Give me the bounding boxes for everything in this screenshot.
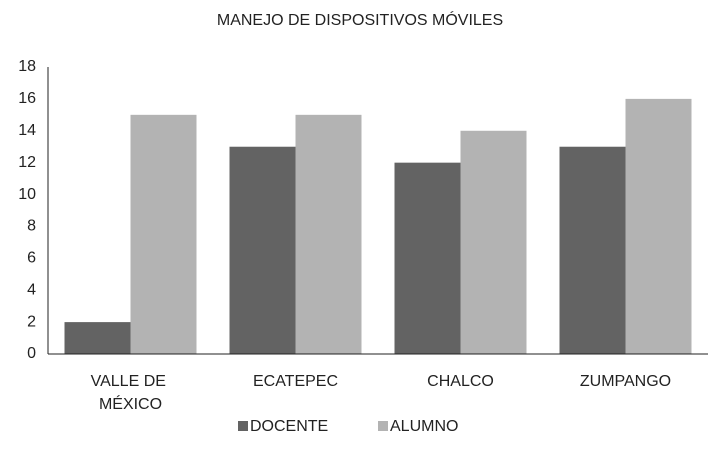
x-tick-label: ECATEPEC <box>253 373 338 390</box>
legend-swatch <box>238 421 248 431</box>
y-tick-label: 8 <box>27 218 36 235</box>
bar <box>625 98 692 354</box>
x-tick-label: VALLE DE MÉXICO <box>91 373 171 413</box>
bar <box>559 146 626 354</box>
y-tick-label: 4 <box>27 281 36 298</box>
y-tick-label: 16 <box>18 90 36 107</box>
bar <box>64 322 131 354</box>
y-tick-label: 2 <box>27 313 36 330</box>
bar <box>460 130 527 354</box>
y-tick-label: 12 <box>18 154 36 171</box>
chart-title: MANEJO DE DISPOSITIVOS MÓVILES <box>217 10 503 29</box>
bar <box>394 162 461 354</box>
y-tick-label: 10 <box>18 186 36 203</box>
bar <box>295 114 362 354</box>
y-tick-label: 18 <box>18 58 36 75</box>
legend-swatch <box>378 421 388 431</box>
y-tick-label: 6 <box>27 250 36 267</box>
y-tick-label: 0 <box>27 345 36 362</box>
x-tick-label: ZUMPANGO <box>580 373 671 390</box>
legend-label: ALUMNO <box>390 418 458 435</box>
x-tick-label: CHALCO <box>427 373 494 390</box>
bar <box>229 146 296 354</box>
bar <box>130 114 197 354</box>
y-tick-label: 14 <box>18 122 36 139</box>
legend-label: DOCENTE <box>250 418 328 435</box>
